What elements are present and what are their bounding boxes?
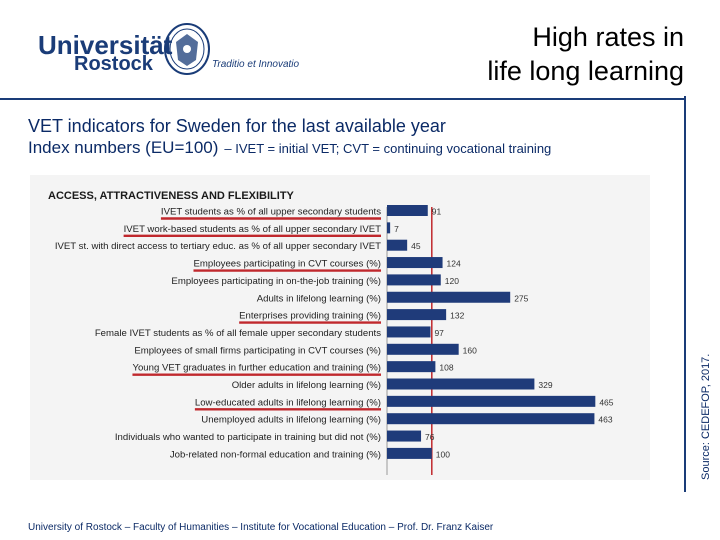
bar — [387, 309, 447, 321]
bar — [387, 361, 436, 373]
slide-title: High rates in life long learning — [364, 20, 684, 88]
category-label: Job-related non-formal education and tra… — [170, 449, 381, 460]
bar — [387, 343, 459, 355]
category-label: Adults in lifelong learning (%) — [257, 293, 381, 304]
category-label: Unemployed adults in lifelong learning (… — [201, 415, 381, 426]
bar — [387, 413, 595, 425]
subtitle-note: – IVET = initial VET; CVT = continuing v… — [224, 141, 552, 156]
logo-motto: Traditio et Innovatio — [212, 59, 300, 70]
university-logo: Universität Rostock Traditio et Innovati… — [30, 20, 300, 80]
bar-value-label: 91 — [432, 207, 442, 217]
slide-title-line2: life long learning — [487, 56, 684, 86]
bar-chart: ACCESS, ATTRACTIVENESS AND FLEXIBILITY IV… — [48, 190, 614, 475]
bar-value-label: 108 — [439, 363, 453, 373]
university-seal-icon — [164, 23, 210, 75]
subtitle-line1: VET indicators for Sweden for the last a… — [28, 116, 446, 136]
logo-name-line2: Rostock — [74, 53, 153, 75]
bar-value-label: 100 — [436, 449, 450, 459]
bar-value-label: 275 — [514, 293, 528, 303]
right-divider — [684, 96, 686, 492]
bar-value-label: 160 — [463, 345, 477, 355]
bar-value-label: 132 — [450, 311, 464, 321]
chart-panel: ACCESS, ATTRACTIVENESS AND FLEXIBILITY IV… — [30, 175, 650, 480]
subtitle-line2: Index numbers (EU=100) — [28, 138, 219, 157]
bar — [387, 447, 432, 459]
bar-value-label: 463 — [598, 415, 612, 425]
source-note: Source: CEDEFOP, 2017. — [700, 353, 712, 480]
bar — [387, 239, 408, 251]
category-label: IVET st. with direct access to tertiary … — [55, 241, 381, 252]
category-label: Young VET graduates in further education… — [132, 363, 381, 374]
footer-text: University of Rostock – Faculty of Human… — [28, 522, 494, 533]
category-label: IVET students as % of all upper secondar… — [161, 207, 381, 218]
bar-value-label: 7 — [394, 224, 399, 234]
category-label: Low-educated adults in lifelong learning… — [195, 397, 381, 408]
logo-name-line1: Universität — [38, 30, 173, 60]
category-label: Employees participating in on-the-job tr… — [171, 276, 381, 287]
category-label: IVET work-based students as % of all upp… — [124, 224, 382, 235]
bar — [387, 430, 422, 442]
bar-value-label: 97 — [434, 328, 444, 338]
category-label: Individuals who wanted to participate in… — [115, 432, 381, 443]
slide-subtitle: VET indicators for Sweden for the last a… — [28, 115, 668, 159]
bar-value-label: 329 — [538, 380, 552, 390]
bar-value-label: 465 — [599, 397, 613, 407]
bar — [387, 222, 391, 234]
category-label: Employees of small firms participating i… — [134, 345, 381, 356]
bar — [387, 205, 428, 216]
bar-value-label: 76 — [425, 432, 435, 442]
bar — [387, 274, 441, 286]
slide-title-line1: High rates in — [532, 22, 684, 52]
chart-title: ACCESS, ATTRACTIVENESS AND FLEXIBILITY — [48, 190, 295, 202]
bar — [387, 395, 596, 407]
category-label: Female IVET students as % of all female … — [95, 328, 381, 339]
bar-value-label: 45 — [411, 241, 421, 251]
category-label: Employees participating in CVT courses (… — [193, 259, 381, 270]
category-label: Older adults in lifelong learning (%) — [232, 380, 381, 391]
bar-value-label: 124 — [447, 259, 461, 269]
category-label: Enterprises providing training (%) — [239, 311, 381, 322]
bar-value-label: 120 — [445, 276, 459, 286]
bar — [387, 326, 431, 338]
bar — [387, 257, 443, 269]
header-divider — [0, 98, 686, 100]
bar — [387, 291, 511, 303]
bar — [387, 378, 535, 390]
